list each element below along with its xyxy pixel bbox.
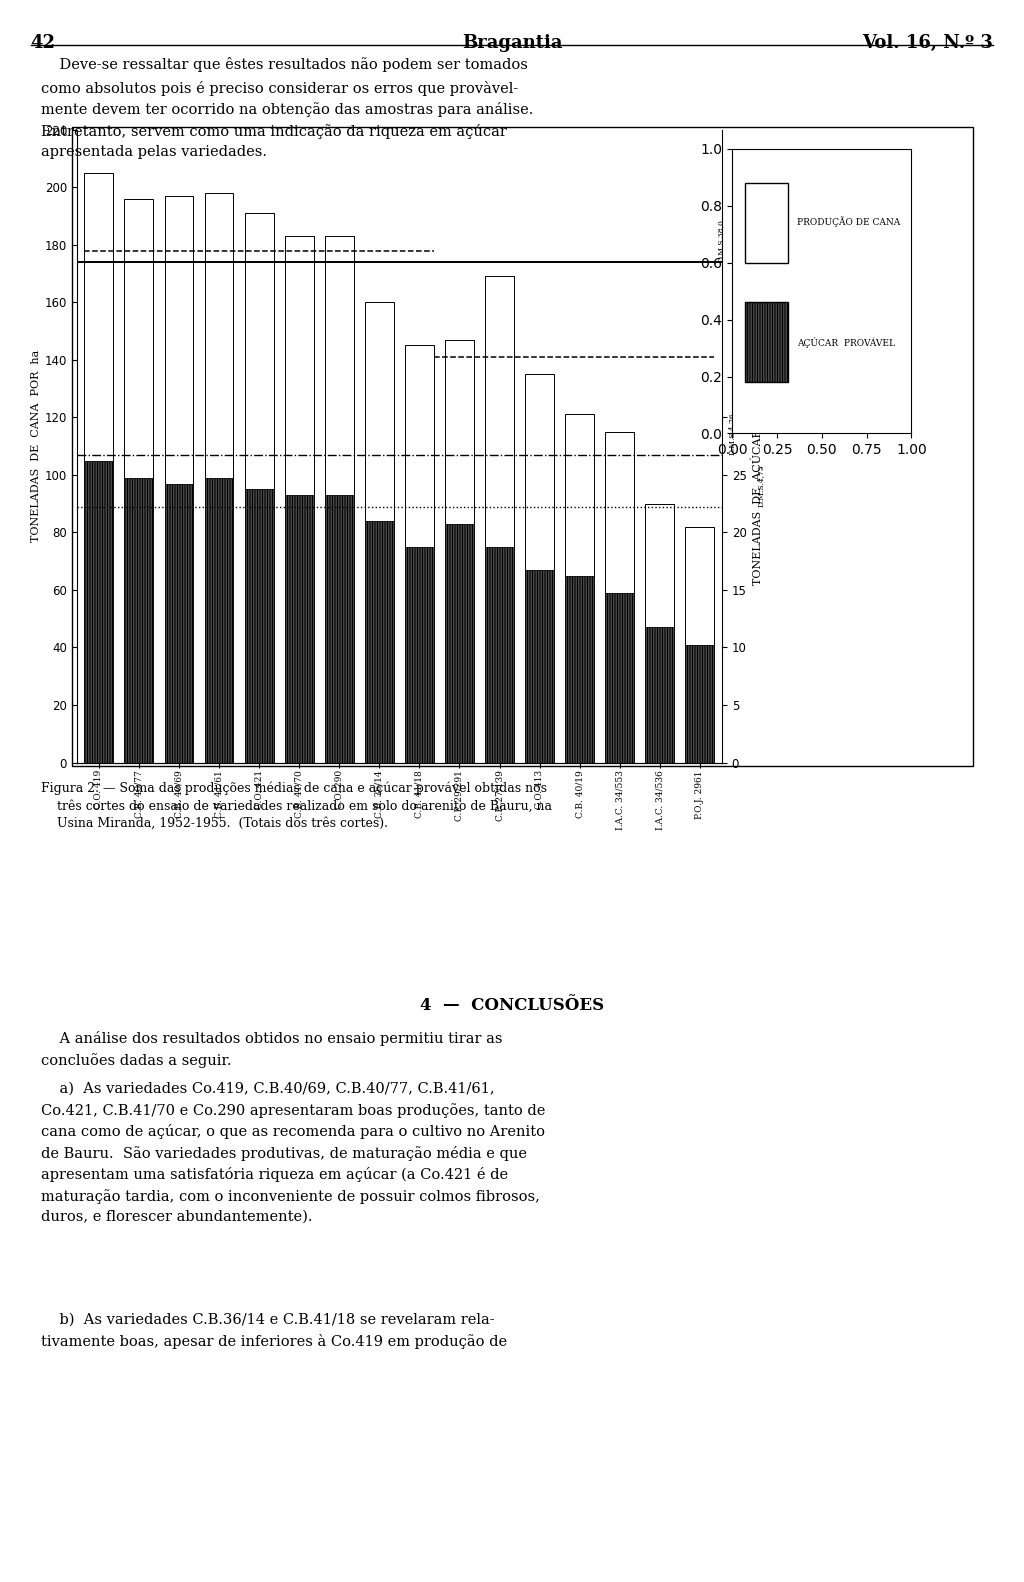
Text: D.M.S.4,75: D.M.S.4,75 [757,464,764,506]
Bar [685,527,715,763]
Text: Co.421, C.B.41/70 e Co.290 apresentaram boas produções, tanto de
cana como de aç: Co.421, C.B.41/70 e Co.290 apresentaram … [41,1103,546,1224]
Bar [404,547,434,763]
Bar [445,524,474,763]
Bar [365,302,394,763]
Text: Bragantia: Bragantia [462,33,562,52]
Bar [645,503,674,763]
Text: D.M.S.38,0: D.M.S.38,0 [744,315,753,358]
Y-axis label: TONELADAS  DE  CANA  POR  ha: TONELADAS DE CANA POR ha [31,350,41,543]
Bar [245,214,273,763]
Text: como absolutos pois é preciso considerar os erros que provàvel-
mente devem ter : como absolutos pois é preciso considerar… [41,81,534,158]
Text: Deve-se ressaltar que êstes resultados não podem ser tomados: Deve-se ressaltar que êstes resultados n… [41,57,527,71]
Bar [245,489,273,763]
Bar [165,196,194,763]
Bar [325,236,353,763]
Bar [685,644,715,763]
Bar [125,478,154,763]
Bar [165,484,194,763]
Text: A análise dos resultados obtidos no ensaio permitiu tirar as
concluões dadas a s: A análise dos resultados obtidos no ensa… [41,1031,503,1068]
Bar [565,576,594,763]
Bar [565,414,594,763]
Bar [84,460,114,763]
Bar [125,199,154,763]
Bar [744,302,787,383]
Bar [84,172,114,763]
Bar [605,432,634,763]
Text: D.M.S.38,0: D.M.S.38,0 [717,220,724,263]
Text: a)  As variedades Co.419, C.B.40/69, C.B.40/77, C.B.41/61,: a) As variedades Co.419, C.B.40/69, C.B.… [41,1082,495,1096]
Bar [485,277,514,763]
Bar [645,628,674,763]
Bar [285,495,313,763]
Text: 4  —  CONCLUSÕES: 4 — CONCLUSÕES [420,997,604,1014]
Bar [744,184,787,263]
Text: 42: 42 [31,33,55,52]
Bar [525,570,554,763]
Text: PRODUÇÃO DE CANA: PRODUÇÃO DE CANA [797,215,900,226]
Bar [365,520,394,763]
Bar [285,236,313,763]
Text: b)  As variedades C.B.36/14 e C.B.41/18 se revelaram rela-
tivamente boas, apesa: b) As variedades C.B.36/14 e C.B.41/18 s… [41,1313,507,1349]
Bar [605,593,634,763]
Bar [205,193,233,763]
Text: AÇÚCAR  PROVÁVEL: AÇÚCAR PROVÁVEL [797,337,895,348]
Bar [325,495,353,763]
Bar [205,478,233,763]
Y-axis label: TONELADAS  DE  AÇÚCAR  PROVÁVEL  POR  ha: TONELADAS DE AÇÚCAR PROVÁVEL POR ha [751,307,763,585]
Bar [445,340,474,763]
Text: Figura 2. — Soma das produções médias de cana e açúcar provável obtidas nos
    : Figura 2. — Soma das produções médias de… [41,782,552,831]
Bar [525,375,554,763]
Text: Vol. 16, N.º 3: Vol. 16, N.º 3 [862,33,993,52]
Bar [485,547,514,763]
Text: D.M.S.4,76: D.M.S.4,76 [727,411,735,454]
Bar [404,345,434,763]
